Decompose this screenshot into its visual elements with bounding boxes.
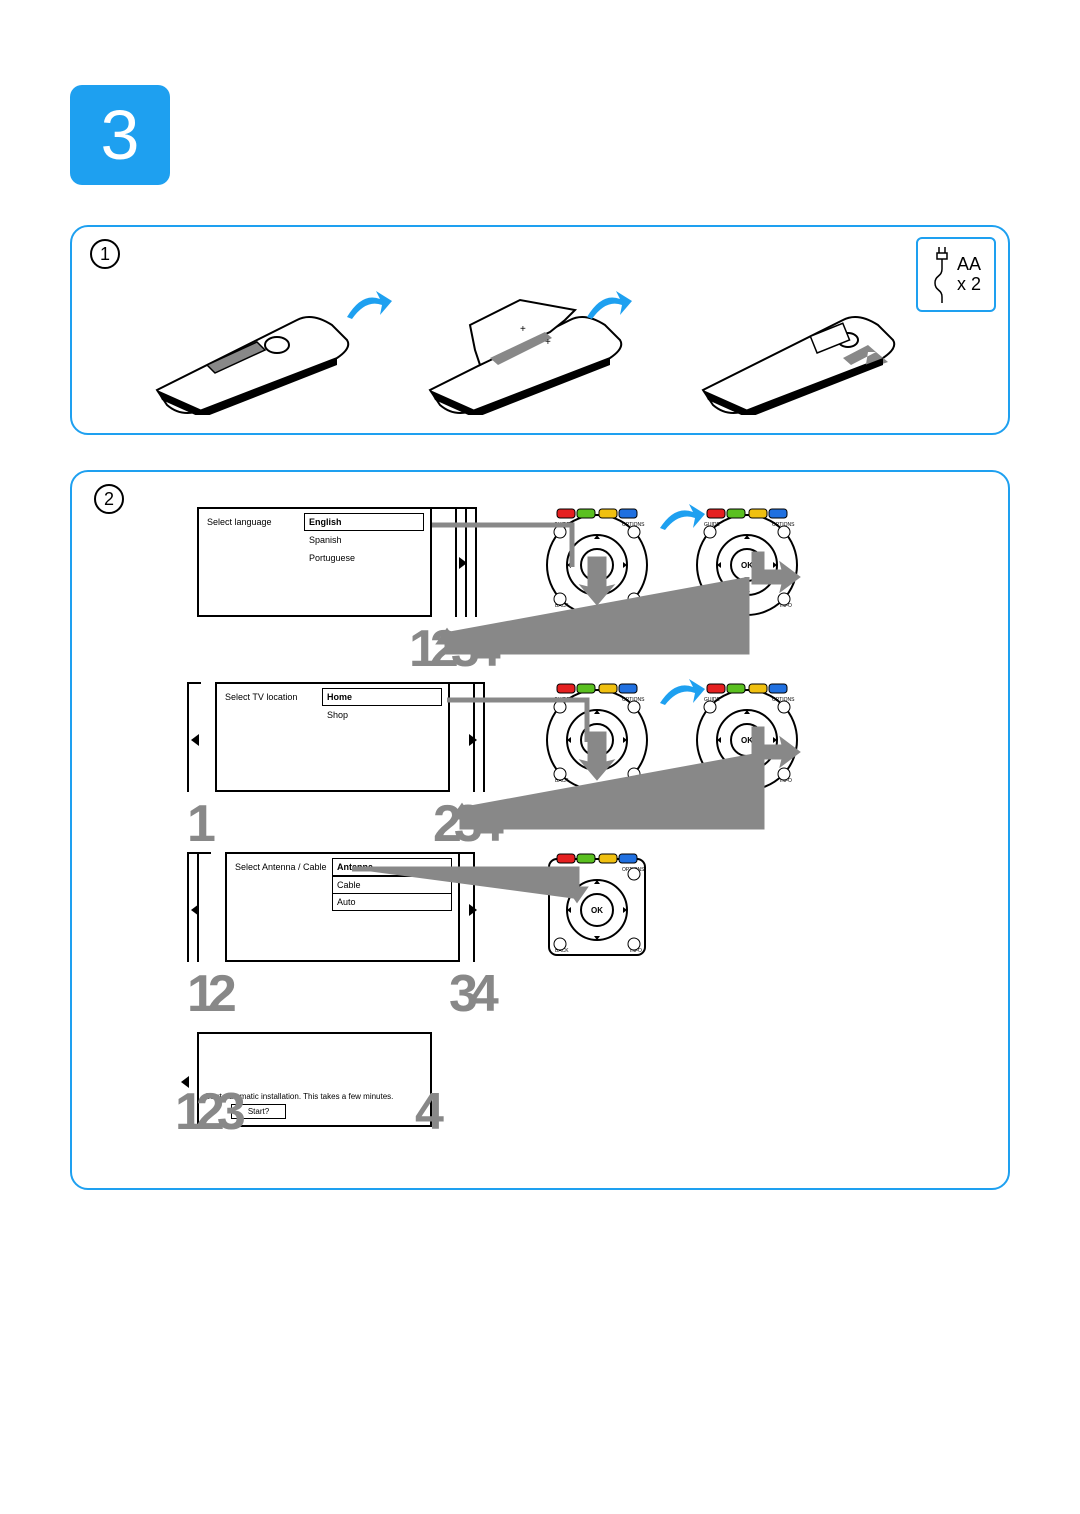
menu-title: Select TV location (225, 692, 297, 702)
option-portuguese[interactable]: Portuguese (304, 549, 424, 567)
svg-text:OK: OK (741, 736, 753, 745)
arrow-icon (582, 287, 632, 327)
bg-nums-left: 123 (175, 1082, 238, 1142)
row-start: Start automatic installation. This takes… (197, 1032, 957, 1152)
battery-type: AA (957, 255, 981, 275)
battery-qty: x 2 (957, 275, 981, 295)
panel-setup-wizard: 2 Select language English Spanish Portug… (70, 470, 1010, 1190)
menu-title: Select language (207, 517, 272, 527)
row-location: 1 Select TV location Home Shop 234 GUIDE… (197, 682, 957, 842)
bg-nums: 234 (433, 794, 496, 854)
bg-nums: 34 (449, 964, 491, 1024)
option-cable[interactable]: Cable (332, 876, 452, 894)
svg-text:+: + (520, 324, 526, 335)
panel-remote-battery: 1 AA x 2 + + (70, 225, 1010, 435)
arrow-icon (342, 287, 392, 327)
option-spanish[interactable]: Spanish (304, 531, 424, 549)
remote-dpad-down: GUIDE OPTIONS BACK INFO (542, 682, 652, 792)
remote-dpad-ok: OK GUIDE OPTIONS BACK INFO (692, 507, 802, 617)
remote-dpad-down: GUIDE OPTIONS BACK INFO (542, 507, 652, 617)
bg-nums-left: 12 (187, 964, 229, 1024)
remote-closed (147, 270, 357, 415)
remote-closing (693, 270, 903, 415)
option-auto[interactable]: Auto (332, 894, 452, 911)
remote-dpad-ok: OK GUIDE OPTIONS BACK INFO (692, 682, 802, 792)
remote-sequence: + + (147, 262, 903, 422)
bg-nums-right: 4 (415, 1082, 436, 1142)
option-home[interactable]: Home (322, 688, 442, 706)
substep-2-badge: 2 (94, 484, 124, 514)
nav-right-icon (459, 557, 467, 569)
row-antenna: 12 Select Antenna / Cable Antenna Cable … (197, 852, 957, 1012)
menu-language: Select language English Spanish Portugue… (197, 507, 432, 617)
svg-text:OK: OK (741, 561, 753, 570)
svg-text:OK: OK (591, 906, 603, 915)
menu-location: Select TV location Home Shop (215, 682, 450, 792)
bg-nums: 1234 (409, 619, 493, 679)
start-button[interactable]: Start? (231, 1104, 286, 1119)
option-shop[interactable]: Shop (322, 706, 442, 724)
row-language: Select language English Spanish Portugue… (197, 507, 957, 667)
battery-callout: AA x 2 (916, 237, 996, 312)
remote-dpad-ok: OK GUIDE OPTIONS BACK INFO (542, 852, 652, 962)
option-antenna[interactable]: Antenna (332, 858, 452, 876)
nav-left-icon (191, 904, 199, 916)
substep-1-badge: 1 (90, 239, 120, 269)
nav-right-icon (469, 904, 477, 916)
nav-left-icon (181, 1076, 189, 1088)
power-cord-icon (931, 245, 953, 305)
nav-left-icon (191, 734, 199, 746)
svg-text:+: + (545, 337, 551, 348)
nav-right-icon (469, 734, 477, 746)
menu-title: Select Antenna / Cable (235, 862, 327, 872)
option-english[interactable]: English (304, 513, 424, 531)
step-badge: 3 (70, 85, 170, 185)
menu-antenna: Select Antenna / Cable Antenna Cable Aut… (225, 852, 460, 962)
bg-nums-left: 1 (187, 794, 208, 854)
